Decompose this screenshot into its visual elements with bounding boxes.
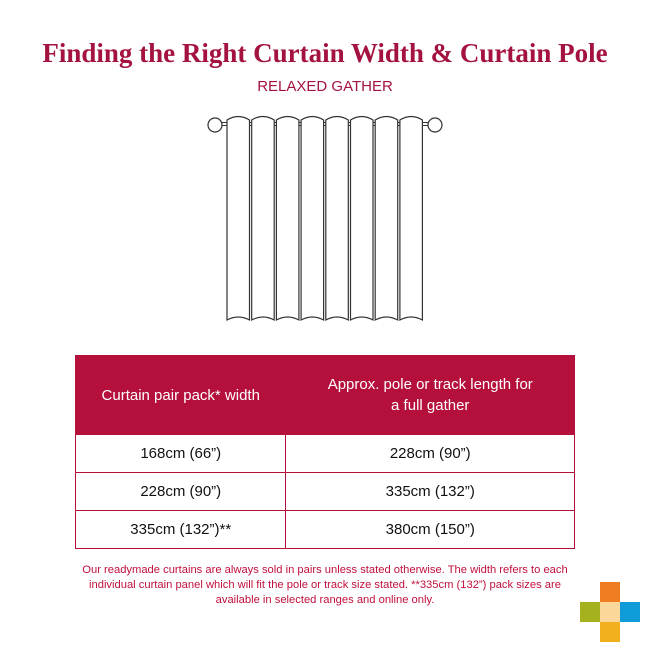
- curtain-panel: [226, 115, 251, 321]
- cell: 335cm (132”)**: [74, 510, 287, 549]
- curtain-panel: [374, 115, 399, 321]
- curtain-panel: [300, 115, 325, 321]
- table-row: 335cm (132”)** 380cm (150”): [74, 510, 575, 549]
- curtain-panel: [399, 115, 423, 321]
- cell: 335cm (132”): [285, 472, 575, 511]
- pole-finial-left: [207, 117, 223, 133]
- table-header-row: Curtain pair pack* width Approx. pole or…: [74, 355, 575, 435]
- header-pack-width: Curtain pair pack* width: [74, 355, 287, 435]
- cell: 380cm (150”): [285, 510, 575, 549]
- table-row: 228cm (90”) 335cm (132”): [74, 472, 575, 511]
- curtain-illustration: [207, 115, 443, 321]
- page-title: Finding the Right Curtain Width & Curtai…: [42, 38, 608, 68]
- footnote: Our readymade curtains are always sold i…: [82, 564, 568, 606]
- table-row: 168cm (66”) 228cm (90”): [74, 434, 575, 473]
- pole-finial-right: [427, 117, 443, 133]
- cell: 228cm (90”): [285, 434, 575, 473]
- cell: 168cm (66”): [74, 434, 287, 473]
- curtain-panel: [275, 115, 300, 321]
- subtitle: RELAXED GATHER: [257, 78, 393, 95]
- cell: 228cm (90”): [74, 472, 287, 511]
- curtain-panel: [251, 115, 275, 321]
- header-pole-length: Approx. pole or track length for a full …: [285, 355, 575, 435]
- curtain-panel: [325, 115, 349, 321]
- curtain-panel: [349, 115, 374, 321]
- curtain-size-table: Curtain pair pack* width Approx. pole or…: [74, 355, 575, 549]
